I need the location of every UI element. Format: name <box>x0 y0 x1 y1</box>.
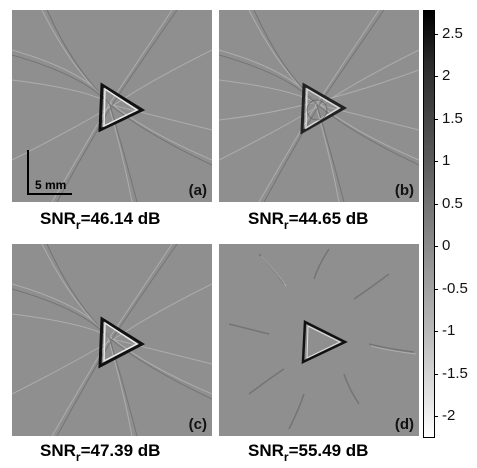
scale-bar-label: 5 mm <box>35 178 67 192</box>
snr-caption-a: SNRr=46.14 dB <box>40 209 161 232</box>
colorbar-tick: -1.5 <box>442 365 468 382</box>
panel-tag-c: (c) <box>188 416 207 433</box>
panel-tag-d: (d) <box>394 416 414 433</box>
reconstruction-image-c <box>12 244 212 436</box>
colorbar-tick: 1 <box>442 152 451 169</box>
reconstruction-image-a <box>12 10 212 202</box>
colorbar-tick: 0.5 <box>442 195 463 212</box>
image-panel-c: (c) <box>12 244 212 436</box>
colorbar-tick: -0.5 <box>442 280 468 297</box>
snr-caption-d: SNRr=55.49 dB <box>248 441 369 464</box>
snr-caption-c: SNRr=47.39 dB <box>40 441 161 464</box>
image-panel-d: (d) <box>219 244 419 436</box>
colorbar-tick: 2.5 <box>442 25 463 42</box>
colorbar-tick: 2 <box>442 67 451 84</box>
colorbar-tick: -1 <box>442 322 456 339</box>
colorbar-tick: 0 <box>442 237 451 254</box>
reconstruction-image-d <box>228 248 417 430</box>
reconstruction-image-b <box>219 10 419 202</box>
colorbar-tick: -2 <box>442 407 456 424</box>
colorbar <box>423 10 435 438</box>
colorbar-tick: 1.5 <box>442 110 463 127</box>
panel-tag-a: (a) <box>188 182 207 199</box>
scale-bar: 5 mm <box>27 150 72 195</box>
panel-tag-b: (b) <box>394 182 414 199</box>
snr-caption-b: SNRr=44.65 dB <box>248 209 369 232</box>
image-panel-a: (a) 5 mm <box>12 10 212 202</box>
image-panel-b: (b) <box>219 10 419 202</box>
